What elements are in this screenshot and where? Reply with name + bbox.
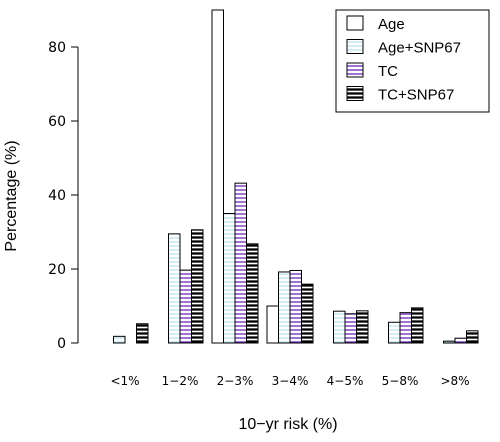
y-axis-ticks: 0 20 40 60 80: [48, 40, 78, 352]
bar: [399, 312, 412, 344]
bar: [179, 269, 192, 344]
x-axis-labels: <1% 1−2% 2−3% 3−4% 4−5% 5−8% >8%: [110, 374, 469, 388]
legend-label: TC: [378, 63, 398, 80]
bar: [168, 233, 181, 344]
bar: [113, 335, 126, 344]
legend: Age Age+SNP67 TC TC+SNP67: [335, 9, 490, 113]
y-tick-label: 0: [57, 336, 66, 352]
bar: [333, 310, 346, 344]
bar: [466, 330, 479, 344]
legend-label: Age: [378, 16, 405, 33]
y-tick-label: 20: [48, 262, 66, 278]
legend-label: Age+SNP67: [378, 40, 461, 57]
y-tick-label: 40: [48, 188, 66, 204]
x-tick-label: 5−8%: [382, 374, 419, 388]
x-tick-label: >8%: [440, 374, 469, 388]
x-tick-label: 4−5%: [327, 374, 364, 388]
bars-group: [113, 9, 479, 344]
bar: [266, 305, 279, 344]
bar: [411, 307, 424, 344]
x-tick-label: 3−4%: [272, 374, 309, 388]
bar: [344, 313, 357, 344]
x-tick-label: <1%: [110, 374, 139, 388]
bar: [356, 310, 369, 344]
bar: [301, 283, 314, 344]
bar: [454, 337, 467, 344]
bar: [234, 182, 247, 344]
x-axis-label: 10−yr risk (%): [238, 416, 337, 433]
bar: [246, 243, 259, 344]
bar: [223, 213, 236, 344]
legend-label: TC+SNP67: [378, 87, 454, 104]
bar: [136, 323, 149, 344]
legend-swatch: [346, 62, 364, 78]
bar: [289, 269, 302, 344]
bar: [388, 321, 401, 344]
legend-swatch: [346, 15, 364, 31]
y-axis-label: Percentage (%): [3, 140, 20, 251]
bar: [191, 229, 204, 344]
bar: [443, 340, 456, 344]
y-tick-label: 80: [48, 40, 66, 56]
y-tick-label: 60: [48, 114, 66, 130]
legend-swatch: [346, 86, 364, 101]
bar: [211, 9, 224, 344]
bar: [278, 271, 291, 344]
x-tick-label: 1−2%: [162, 374, 199, 388]
x-tick-label: 2−3%: [217, 374, 254, 388]
legend-swatch: [346, 39, 364, 54]
